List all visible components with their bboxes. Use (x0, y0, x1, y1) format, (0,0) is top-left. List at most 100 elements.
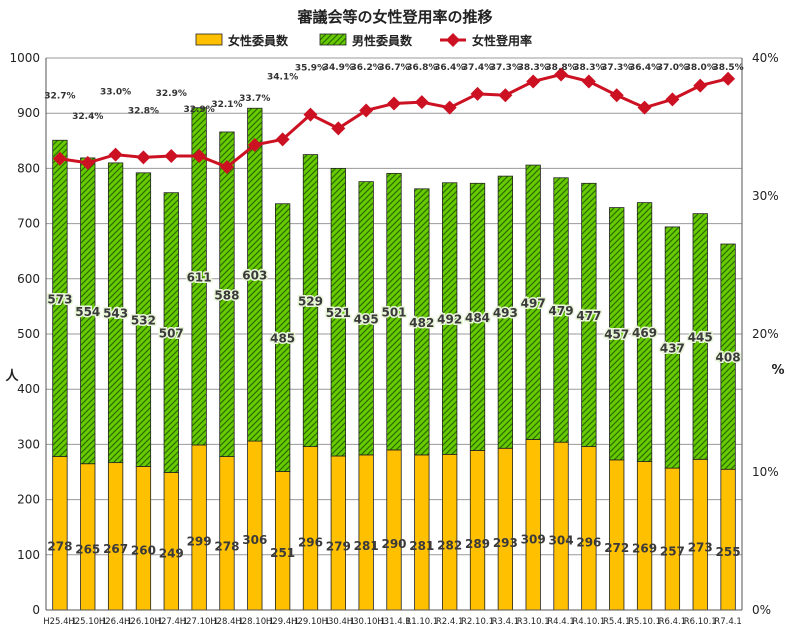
x-tick-label: H25.10.1 (68, 617, 107, 627)
bar-label-male: 469 (632, 326, 657, 340)
rate-label: 33.0% (100, 88, 131, 98)
bar-male (442, 182, 458, 455)
bar-female (275, 471, 291, 611)
bar-label-male: 501 (381, 306, 406, 320)
bar-male (609, 207, 625, 461)
rate-point (609, 88, 624, 103)
bar-label-female: 272 (604, 541, 629, 555)
bar-label-female: 273 (688, 541, 713, 555)
bar-label-female: 257 (660, 544, 685, 558)
bar-male (275, 203, 291, 472)
bar-male (497, 175, 513, 449)
y-tick-left: 500 (17, 327, 40, 341)
bar-female (219, 456, 235, 611)
x-tick-label: R5.4.1 (603, 617, 631, 627)
y-tick-left: 600 (17, 272, 40, 286)
x-tick-label: H30.4.1 (322, 617, 355, 627)
rate-label: 32.8% (128, 106, 159, 116)
bar-female (497, 447, 513, 611)
bar-male (135, 172, 152, 467)
bar-female (163, 472, 179, 611)
rate-point (219, 160, 234, 175)
bar-label-male: 495 (354, 312, 379, 326)
y-tick-left: 400 (17, 382, 40, 396)
bar-female (609, 459, 625, 611)
rate-point (52, 151, 67, 166)
bar-label-male: 532 (131, 314, 156, 328)
bar-label-female: 260 (131, 544, 156, 558)
bar-label-male: 588 (214, 288, 239, 302)
rate-label: 38.8% (545, 63, 576, 73)
bar-male (107, 162, 124, 464)
x-tick-label: R6.10.1 (684, 617, 717, 627)
bar-label-female: 293 (493, 536, 518, 550)
bar-label-male: 497 (521, 296, 546, 310)
rate-label: 36.8% (406, 63, 437, 73)
bar-male (664, 226, 681, 469)
bar-female (525, 439, 541, 611)
bar-label-female: 269 (632, 542, 657, 556)
bar-label-female: 290 (381, 537, 406, 551)
rate-label: 32.7% (44, 92, 75, 102)
rate-label: 38.3% (518, 63, 549, 73)
x-tick-label: H25.4.1 (43, 617, 76, 627)
rate-label: 38.3% (573, 63, 604, 73)
x-tick-label: H29.10.1 (291, 617, 330, 627)
rate-label: 37.4% (462, 63, 493, 73)
rate-label: 37.3% (601, 63, 632, 73)
bar-female (636, 461, 653, 611)
rate-label: 37.3% (490, 63, 521, 73)
y-tick-left: 800 (17, 161, 40, 175)
bar-male (358, 181, 374, 456)
y-tick-right: 10% (752, 465, 779, 479)
bar-label-female: 304 (549, 534, 574, 548)
y-tick-right: 20% (752, 327, 779, 341)
x-tick-label: H29.4.1 (266, 617, 299, 627)
rate-label: 36.4% (434, 63, 465, 73)
bar-male (525, 164, 541, 440)
bar-label-female: 306 (242, 533, 267, 547)
x-tick-label: R5.10.1 (628, 617, 661, 627)
bar-female (52, 456, 68, 611)
bar-female (581, 446, 597, 611)
bar-female (720, 468, 736, 611)
rate-label: 32.1% (211, 100, 242, 110)
y-tick-left: 1000 (9, 51, 40, 65)
bar-female (469, 450, 486, 611)
rate-point (247, 137, 262, 152)
x-tick-label: H30.10.1 (347, 617, 386, 627)
bar-female (442, 453, 458, 611)
bar-label-male: 603 (242, 269, 267, 283)
bar-label-male: 611 (187, 270, 212, 284)
y-axis-label-right: % (771, 363, 784, 378)
x-tick-label: H26.10.1 (124, 617, 163, 627)
bar-female (247, 440, 263, 611)
bar-male (302, 154, 319, 448)
y-tick-left: 200 (17, 493, 40, 507)
bar-label-male: 484 (465, 311, 490, 325)
bar-label-male: 521 (326, 306, 351, 320)
rate-point (442, 100, 457, 115)
bar-male (581, 182, 597, 448)
bar-label-female: 296 (576, 535, 601, 549)
bar-male (469, 182, 486, 451)
rate-label: 37.0% (657, 63, 688, 73)
rate-point (637, 100, 652, 115)
x-tick-label: R7.4.1 (714, 617, 742, 627)
bar-label-female: 278 (47, 540, 72, 554)
bar-female (553, 441, 569, 611)
bar-male (191, 107, 207, 446)
rate-point (693, 78, 708, 93)
bar-label-male: 573 (47, 292, 72, 306)
y-tick-right: 30% (752, 189, 779, 203)
chart-title: 審議会等の女性登用率の推移 (296, 8, 492, 26)
y-tick-left: 900 (17, 106, 40, 120)
x-tick-label: R3.4.1 (492, 617, 520, 627)
bar-male (720, 243, 736, 470)
rate-label: 36.7% (378, 63, 409, 73)
x-tick-label: H31.4.1 (377, 617, 410, 627)
rate-label: 34.1% (267, 72, 298, 82)
bar-male (692, 213, 708, 460)
bar-female (135, 466, 152, 611)
